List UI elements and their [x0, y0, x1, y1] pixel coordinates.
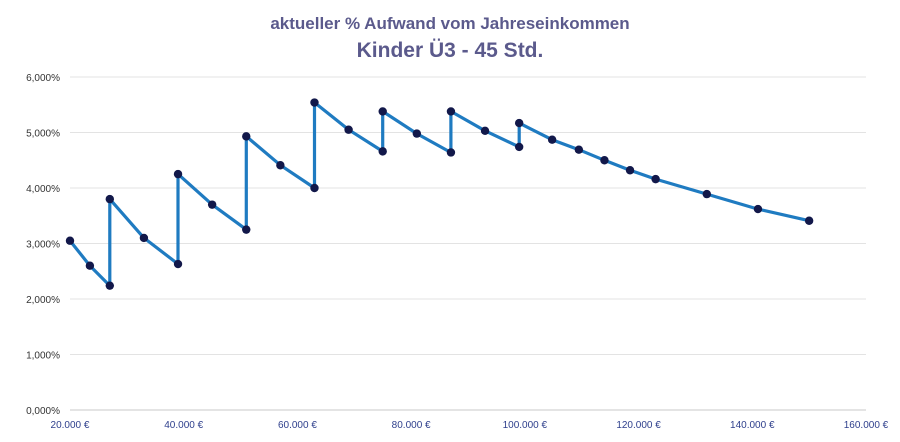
x-tick-label: 120.000 € [616, 420, 661, 431]
data-point [85, 261, 95, 270]
data-point [105, 194, 115, 204]
data-point [514, 142, 524, 152]
x-tick-label: 160.000 € [844, 420, 889, 431]
data-point [65, 236, 75, 245]
x-tick-label: 140.000 € [730, 420, 775, 431]
data-point [378, 107, 387, 116]
data-point [310, 98, 319, 107]
x-tick-label: 40.000 € [164, 420, 203, 431]
chart-title: aktueller % Aufwand vom Jahreseinkommen [270, 14, 630, 33]
y-tick-label: 1,000% [26, 351, 60, 362]
y-tick-label: 2,000% [26, 295, 60, 306]
x-tick-label: 80.000 € [392, 420, 431, 431]
x-tick-label: 20.000 € [51, 420, 90, 431]
data-point [446, 148, 456, 157]
data-point [702, 189, 711, 199]
data-point [173, 169, 183, 179]
data-point [651, 174, 660, 184]
data-point [514, 118, 524, 128]
data-point [480, 126, 490, 136]
data-point [412, 129, 422, 138]
data-point [446, 107, 456, 116]
y-tick-label: 6,000% [26, 73, 60, 84]
series-line [68, 100, 811, 288]
data-point [139, 233, 149, 243]
data-point [105, 281, 115, 290]
data-point [242, 132, 251, 141]
y-tick-label: 3,000% [26, 240, 60, 251]
data-point [625, 166, 635, 175]
data-point [310, 183, 319, 193]
data-point [378, 147, 387, 156]
data-point [600, 156, 609, 165]
data-point [547, 135, 557, 144]
chart-subtitle: Kinder Ü3 - 45 Std. [356, 39, 544, 62]
x-tick-label: 100.000 € [503, 420, 548, 431]
y-tick-label: 0,000% [26, 406, 60, 417]
data-point [753, 204, 763, 214]
data-point [574, 145, 584, 154]
data-point [207, 200, 217, 209]
y-tick-label: 5,000% [26, 129, 60, 140]
data-point [804, 216, 814, 225]
x-tick-label: 60.000 € [278, 420, 317, 431]
data-point [344, 125, 353, 134]
y-tick-label: 4,000% [26, 184, 60, 195]
data-point [276, 161, 285, 170]
data-point [173, 259, 183, 269]
data-point [242, 225, 251, 234]
